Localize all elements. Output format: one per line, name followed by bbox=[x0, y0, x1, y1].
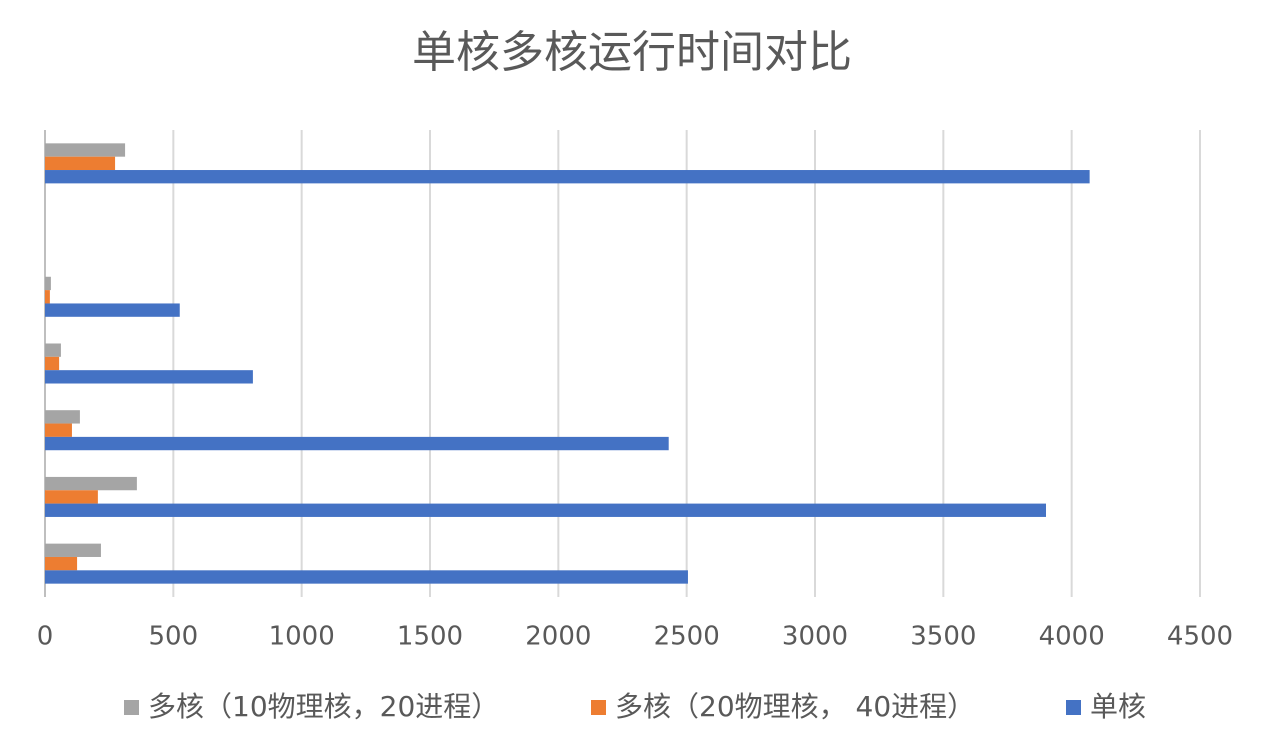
bar bbox=[45, 476, 137, 491]
x-tick-label: 1000 bbox=[269, 622, 335, 652]
bar bbox=[45, 410, 80, 424]
bar bbox=[45, 556, 78, 571]
x-tick-label: 2500 bbox=[654, 622, 720, 652]
chart-title: 单核多核运行时间对比 bbox=[412, 27, 852, 78]
legend-label: 多核（10物理核，20进程） bbox=[148, 690, 499, 723]
bar bbox=[45, 290, 50, 304]
bar bbox=[45, 370, 253, 384]
x-tick-label: 3500 bbox=[910, 622, 976, 652]
x-tick-label: 500 bbox=[149, 622, 199, 652]
bar bbox=[45, 423, 72, 437]
bar bbox=[45, 170, 1090, 184]
x-tick-label: 2000 bbox=[525, 622, 591, 652]
x-tick-label: 1500 bbox=[397, 622, 463, 652]
bar bbox=[45, 143, 126, 157]
bar bbox=[45, 156, 116, 171]
legend-label: 单核 bbox=[1090, 690, 1146, 723]
legend-label: 多核（20物理核， 40进程） bbox=[615, 690, 975, 723]
x-tick-label: 3000 bbox=[782, 622, 848, 652]
bar bbox=[45, 570, 688, 584]
bar bbox=[45, 276, 51, 291]
legend-swatch bbox=[124, 700, 139, 715]
bar bbox=[45, 503, 1046, 517]
legend-swatch bbox=[1066, 700, 1081, 715]
legend-swatch bbox=[591, 700, 606, 715]
bar bbox=[45, 303, 180, 317]
x-tick-label: 4500 bbox=[1167, 622, 1233, 652]
x-tick-label: 0 bbox=[37, 622, 54, 652]
bar bbox=[45, 343, 61, 357]
bar bbox=[45, 436, 669, 451]
bar bbox=[45, 543, 101, 557]
bar bbox=[45, 490, 98, 504]
bar bbox=[45, 356, 60, 371]
x-tick-label: 4000 bbox=[1039, 622, 1105, 652]
